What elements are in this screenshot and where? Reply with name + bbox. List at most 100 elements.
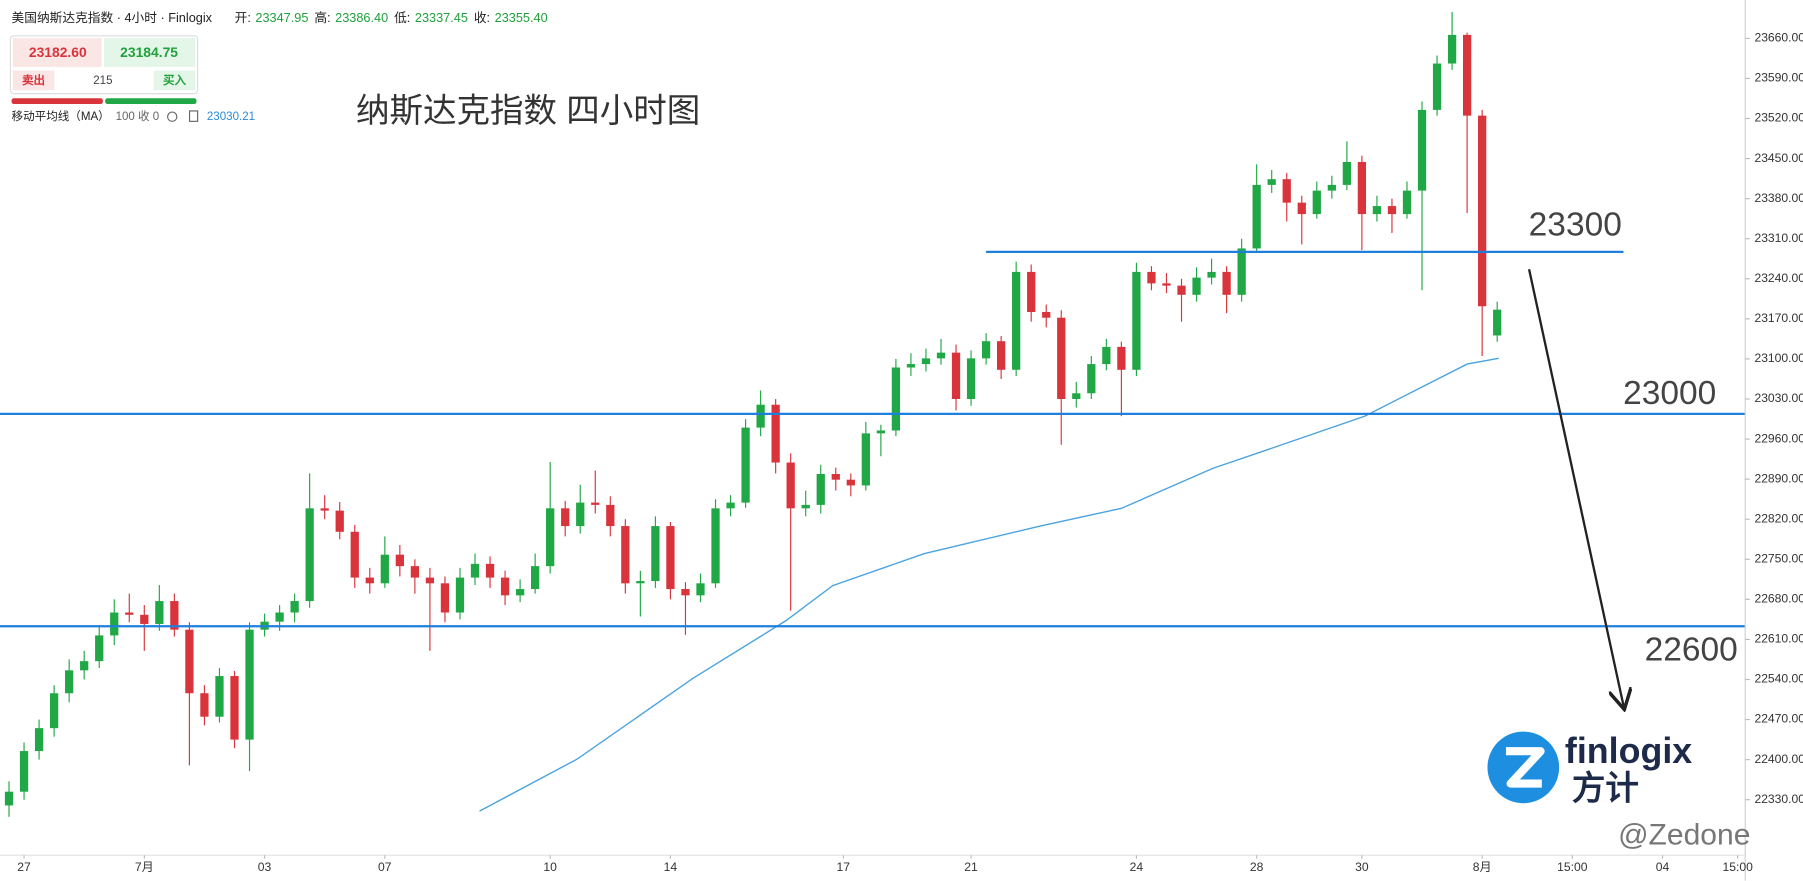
candle-body	[1478, 115, 1487, 307]
candle-body	[1402, 190, 1412, 215]
candle-body	[4, 791, 14, 806]
candle-body	[1162, 283, 1171, 286]
buy-button[interactable]	[153, 70, 196, 91]
x-tick-label: 30	[1355, 860, 1369, 874]
buy-label[interactable]: 买入	[163, 74, 187, 87]
candle-body	[320, 508, 329, 511]
ohlc-value: 23386.40	[335, 10, 388, 25]
x-tick-label: 17	[837, 860, 851, 874]
candle-body	[771, 404, 780, 463]
candle-body	[891, 367, 901, 431]
y-tick-label: 23660.00	[1754, 31, 1803, 45]
x-tick-label: 03	[258, 860, 272, 874]
y-tick-label: 22820.00	[1754, 511, 1803, 525]
delete-icon[interactable]	[188, 110, 199, 122]
indicator-params: 100 收 0	[116, 109, 160, 123]
candle-body	[65, 670, 74, 694]
logo-brand: finlogix	[1565, 731, 1692, 771]
candle-body	[380, 554, 389, 584]
candle-body	[290, 601, 299, 613]
candle-body	[455, 577, 465, 613]
y-tick-label: 22400.00	[1754, 752, 1803, 766]
x-tick-label: 8月	[1473, 860, 1492, 874]
plot-area	[0, 12, 1746, 817]
watermark: @Zedone	[1618, 819, 1750, 852]
settings-icon[interactable]	[167, 111, 178, 122]
y-tick-label: 23240.00	[1754, 271, 1803, 285]
y-tick-label: 22750.00	[1754, 551, 1803, 565]
ohlc-value: 23337.45	[415, 10, 468, 25]
candle-body	[1432, 63, 1442, 110]
x-tick-label: 14	[664, 860, 678, 874]
candle-body	[170, 601, 179, 630]
spread: 215	[93, 75, 112, 87]
candle-body	[666, 526, 675, 590]
candle-body	[275, 612, 284, 622]
candle-body	[546, 508, 555, 567]
x-tick-label: 24	[1130, 860, 1144, 874]
y-tick-label: 22960.00	[1754, 431, 1803, 445]
sell-button[interactable]	[12, 70, 55, 91]
candle-body	[951, 352, 961, 399]
moving-average	[479, 357, 1499, 812]
candle-body	[34, 728, 44, 752]
level-label: 22600	[1645, 632, 1738, 669]
candle-body	[395, 554, 404, 567]
sell-box[interactable]	[12, 38, 102, 68]
candle-body	[1387, 206, 1397, 215]
candle-body	[1282, 179, 1291, 203]
y-tick-label: 22610.00	[1754, 632, 1803, 646]
y-tick-label: 22680.00	[1754, 592, 1803, 606]
candle-body	[470, 563, 480, 578]
y-tick-label: 23590.00	[1754, 71, 1803, 85]
candle-body	[636, 581, 645, 584]
level-label: 23300	[1529, 206, 1622, 243]
candle-body	[1417, 109, 1427, 191]
buy-bar	[105, 98, 197, 105]
y-tick-label: 23100.00	[1754, 351, 1803, 365]
candle-body	[515, 589, 525, 596]
candle-body	[1012, 271, 1021, 370]
x-tick-label: 07	[378, 860, 392, 874]
candle-body	[1447, 34, 1457, 64]
level-label: 23000	[1623, 375, 1716, 412]
indicator-value: 23030.21	[207, 111, 255, 123]
buy-price[interactable]: 23184.75	[120, 44, 178, 60]
y-tick-label: 22890.00	[1754, 471, 1803, 485]
candle-body	[305, 508, 314, 602]
candle-body	[110, 612, 119, 636]
sell-label[interactable]: 卖出	[22, 73, 45, 87]
y-tick-label: 23310.00	[1754, 231, 1803, 245]
candle-body	[230, 676, 239, 740]
candle-body	[1267, 179, 1276, 185]
candle-body	[981, 341, 991, 359]
candle-body	[921, 358, 931, 365]
ohlc-value: 23355.40	[495, 10, 548, 25]
candle-body	[756, 404, 765, 428]
candle-body	[365, 577, 374, 584]
sell-price[interactable]: 23182.60	[29, 44, 87, 60]
candle-body	[1357, 162, 1367, 215]
candle-body	[1462, 34, 1472, 116]
y-tick-label: 22540.00	[1754, 672, 1803, 686]
candle-body	[1222, 271, 1231, 295]
candle-body	[846, 479, 855, 486]
x-tick-label: 15:00	[1723, 860, 1754, 874]
candle-body	[1237, 248, 1246, 295]
x-tick-label: 04	[1656, 860, 1670, 874]
logo-chinese: 方计	[1572, 769, 1639, 807]
candle-body	[831, 473, 840, 480]
x-tick-label: 28	[1250, 860, 1264, 874]
candle-body	[1327, 184, 1336, 191]
candle-body	[1087, 364, 1096, 394]
x-tick-label: 15:00	[1557, 860, 1588, 874]
candle-body	[140, 614, 149, 624]
candle-body	[1297, 202, 1306, 215]
candle-body	[1132, 271, 1141, 370]
candle-body	[561, 508, 570, 527]
candle-body	[500, 577, 510, 596]
candle-body	[410, 566, 420, 578]
y-tick-label: 22470.00	[1754, 712, 1803, 726]
buy-box[interactable]	[104, 38, 196, 68]
candle-body	[591, 502, 600, 505]
